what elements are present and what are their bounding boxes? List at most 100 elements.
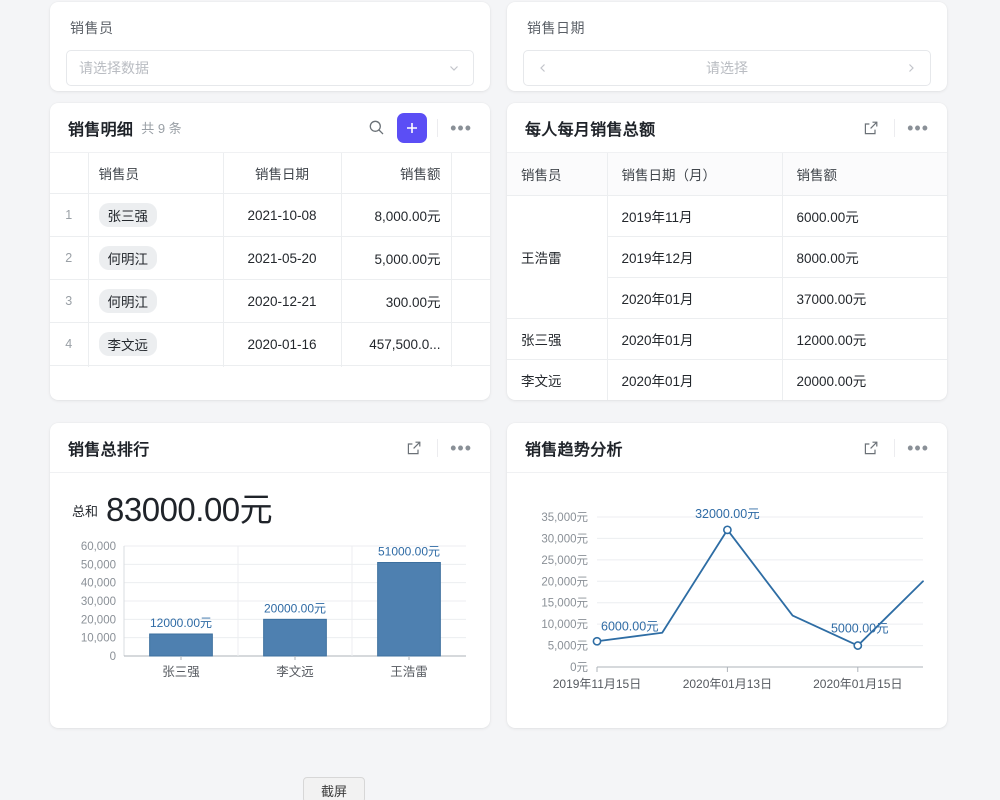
sales-detail-title: 销售明细 (68, 121, 134, 139)
row-month: 2019年12月 (607, 236, 783, 278)
table-row[interactable]: 王浩雷 2019年11月 6000.00元 (507, 195, 947, 319)
chevron-right-icon[interactable] (904, 61, 918, 75)
screenshot-button-label: 截屏 (320, 783, 347, 799)
svg-text:5000.00元: 5000.00元 (831, 622, 889, 636)
table-row[interactable]: 2020年01月 37000.00元 (507, 277, 947, 319)
monthly-total-body: 王浩雷 2019年11月 6000.00元 2019年12月 8000.00元 … (507, 195, 947, 400)
filter-label-salesperson: 销售员 (70, 20, 114, 36)
row-spacer (451, 279, 490, 323)
row-date: 2021-10-08 (223, 193, 342, 237)
table-row[interactable]: 4 李文远 2020-01-16 457,500.0... (50, 322, 490, 366)
svg-text:40,000: 40,000 (81, 578, 116, 590)
saledate-placeholder: 请选择 (706, 60, 748, 76)
external-link-icon[interactable] (858, 435, 884, 461)
person-chip: 张三强 (98, 203, 157, 227)
row-person: 王浩雷 (88, 365, 224, 367)
svg-text:2020年01月13日: 2020年01月13日 (683, 677, 772, 691)
svg-text:李文远: 李文远 (276, 664, 314, 679)
row-person: 王浩雷 (507, 195, 608, 319)
chevron-down-icon (447, 61, 461, 75)
row-month: 2019年11月 (607, 195, 783, 237)
svg-text:6000.00元: 6000.00元 (601, 619, 659, 633)
filter-card-salesperson: 销售员 请选择数据 (50, 2, 490, 91)
row-person: 张三强 (88, 193, 224, 237)
col-spacer (451, 153, 490, 194)
svg-text:0元: 0元 (570, 662, 588, 674)
search-icon[interactable] (363, 115, 389, 141)
monthly-total-table: 销售员 销售日期（月） 销售额 王浩雷 2019年11月 6000.00元 20… (507, 153, 947, 400)
add-record-button[interactable] (397, 112, 428, 143)
header-divider (894, 438, 896, 457)
total-kpi: 总和 83000.00元 (50, 473, 490, 530)
row-date: 2021-05-20 (223, 236, 342, 280)
table-row[interactable]: 李文远 2020年01月 20000.00元 (507, 359, 947, 400)
svg-text:5,000元: 5,000元 (548, 641, 589, 653)
table-row[interactable]: 1 张三强 2021-10-08 8,000.00元 (50, 193, 490, 237)
col-month: 销售日期（月） (607, 153, 783, 196)
more-horizontal-icon[interactable]: ••• (907, 117, 929, 138)
row-amount: 5,000.00元 (341, 365, 452, 367)
table-row[interactable]: 2 何明江 2021-05-20 5,000.00元 (50, 236, 490, 280)
row-spacer (451, 193, 490, 237)
external-link-icon[interactable] (401, 435, 427, 461)
line-chart-container: 0元 5,000元 10,000元 15,000元 20,000元 25,000元 30,0… (507, 473, 947, 725)
svg-text:2019年11月15日: 2019年11月15日 (553, 677, 642, 691)
filter-card-saledate: 销售日期 请选择 (507, 2, 947, 91)
row-amount: 37000.00元 (782, 277, 947, 319)
col-index (50, 153, 89, 194)
row-month: 2020年01月 (607, 359, 783, 400)
svg-text:20000.00元: 20000.00元 (264, 601, 326, 615)
bar-chart-container: 0 10,000 20,000 30,000 40,000 50,000 60,000 120… (50, 530, 490, 714)
monthly-total-title: 每人每月销售总额 (525, 121, 656, 139)
row-amount: 20000.00元 (782, 359, 947, 400)
filter-label-saledate: 销售日期 (527, 20, 585, 36)
more-horizontal-icon[interactable]: ••• (907, 437, 929, 458)
svg-text:张三强: 张三强 (162, 664, 200, 679)
svg-text:王浩雷: 王浩雷 (390, 665, 428, 679)
header-divider (437, 438, 439, 457)
col-amount: 销售额 (341, 153, 452, 194)
row-spacer (451, 365, 490, 367)
svg-text:2020年01月15日: 2020年01月15日 (813, 677, 902, 691)
svg-text:30,000元: 30,000元 (541, 533, 588, 545)
sales-detail-header: 销售明细 共 9 条 ••• (50, 103, 490, 153)
svg-text:15,000元: 15,000元 (541, 598, 588, 610)
table-header-row: 销售员 销售日期 销售额 (50, 153, 490, 194)
table-row[interactable]: 3 何明江 2020-12-21 300.00元 (50, 279, 490, 323)
sales-trend-card: 销售趋势分析 ••• 0元 5,000元 10,000元 15,000元 20,000元… (507, 423, 947, 728)
row-amount: 8,000.00元 (341, 193, 452, 237)
svg-text:51000.00元: 51000.00元 (378, 545, 440, 559)
row-month: 2020年01月 (607, 277, 783, 319)
table-row[interactable]: 2019年12月 8000.00元 (507, 236, 947, 278)
row-index: 1 (50, 193, 89, 237)
more-horizontal-icon[interactable]: ••• (450, 117, 472, 138)
sales-detail-table: 销售员 销售日期 销售额 1 张三强 2021-10-08 8,000.00元 (50, 153, 490, 367)
sales-detail-table-scroll[interactable]: 销售员 销售日期 销售额 1 张三强 2021-10-08 8,000.00元 (50, 153, 490, 367)
svg-text:0: 0 (110, 651, 116, 663)
table-row[interactable]: 5 王浩雷 2020-01-15 5,000.00元 (50, 365, 490, 367)
svg-text:60,000: 60,000 (81, 541, 116, 553)
table-row[interactable]: 张三强 2020年01月 12000.00元 (507, 318, 947, 360)
more-horizontal-icon[interactable]: ••• (450, 437, 472, 458)
row-person: 何明江 (88, 236, 224, 280)
kpi-label: 总和 (72, 504, 99, 519)
row-amount: 12000.00元 (782, 318, 947, 360)
sales-ranking-header: 销售总排行 ••• (50, 423, 490, 473)
trend-line-chart[interactable]: 0元 5,000元 10,000元 15,000元 20,000元 25,000元 30,0… (519, 495, 935, 710)
saledate-range-picker[interactable]: 请选择 (523, 50, 931, 86)
svg-text:25,000元: 25,000元 (541, 555, 588, 567)
salesperson-select[interactable]: 请选择数据 (66, 50, 474, 86)
row-month: 2020年01月 (607, 318, 783, 360)
screenshot-button[interactable]: 截屏 (303, 777, 365, 800)
chevron-left-icon[interactable] (536, 61, 550, 75)
row-person: 李文远 (88, 322, 224, 366)
salesperson-select-placeholder: 请选择数据 (79, 60, 149, 76)
svg-text:20,000元: 20,000元 (541, 576, 588, 588)
row-date: 2020-01-16 (223, 322, 342, 366)
person-chip: 何明江 (98, 246, 157, 270)
col-date: 销售日期 (223, 153, 342, 194)
table-header-row: 销售员 销售日期（月） 销售额 (507, 153, 947, 196)
row-person: 何明江 (88, 279, 224, 323)
external-link-icon[interactable] (858, 115, 884, 141)
rank-bar-chart[interactable]: 0 10,000 20,000 30,000 40,000 50,000 60,000 120… (62, 534, 478, 699)
